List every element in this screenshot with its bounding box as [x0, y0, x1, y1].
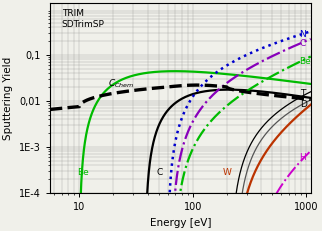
Text: Be: Be: [77, 168, 89, 177]
Text: D: D: [300, 100, 307, 109]
Text: H: H: [299, 153, 306, 162]
X-axis label: Energy [eV]: Energy [eV]: [150, 218, 211, 228]
Text: $C_{Chem}$: $C_{Chem}$: [108, 77, 135, 90]
Text: C: C: [299, 39, 306, 48]
Text: T: T: [300, 89, 305, 98]
Text: W: W: [223, 168, 232, 177]
Y-axis label: Sputtering Yield: Sputtering Yield: [4, 57, 14, 140]
Text: C: C: [156, 168, 163, 177]
Text: TRIM
SDTrimSP: TRIM SDTrimSP: [62, 9, 105, 29]
Text: Be: Be: [298, 57, 310, 66]
Text: N: N: [299, 30, 306, 40]
